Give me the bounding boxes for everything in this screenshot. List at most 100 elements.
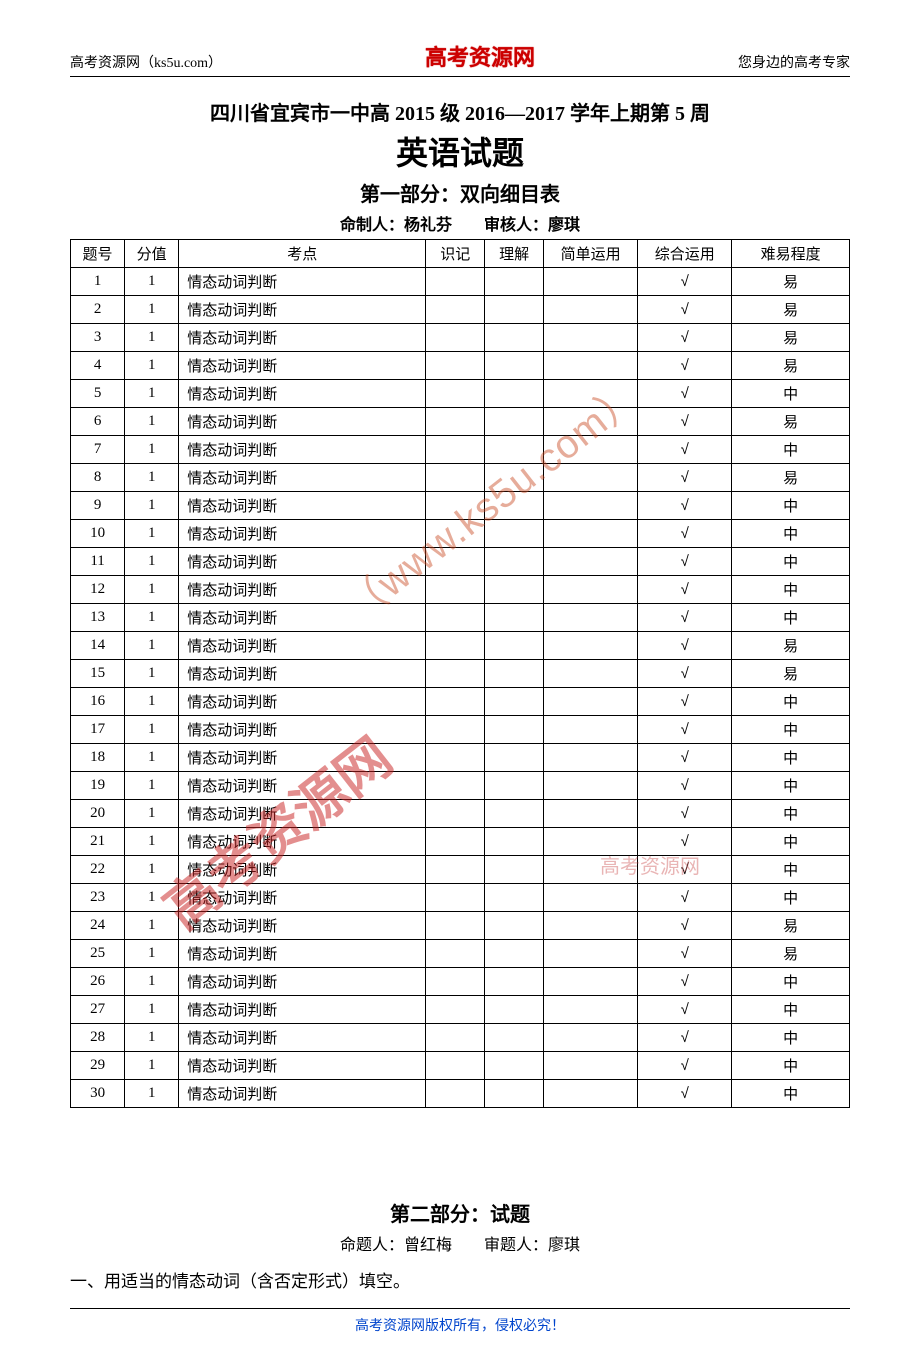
cell-simple [544,800,638,828]
cell-score: 1 [125,296,179,324]
cell-score: 1 [125,464,179,492]
cell-score: 1 [125,716,179,744]
cell-understand [485,492,544,520]
cell-simple [544,1080,638,1108]
cell-num: 4 [71,352,125,380]
cell-comprehensive: √ [638,912,732,940]
cell-simple [544,1052,638,1080]
cell-comprehensive: √ [638,436,732,464]
cell-num: 2 [71,296,125,324]
cell-simple [544,744,638,772]
table-row: 61情态动词判断√易 [71,408,850,436]
cell-difficulty: 中 [732,856,850,884]
cell-understand [485,884,544,912]
col-header-understand: 理解 [485,240,544,268]
cell-topic: 情态动词判断 [179,968,426,996]
cell-understand [485,744,544,772]
col-header-comprehensive: 综合运用 [638,240,732,268]
cell-topic: 情态动词判断 [179,492,426,520]
cell-score: 1 [125,352,179,380]
cell-num: 28 [71,1024,125,1052]
cell-score: 1 [125,324,179,352]
cell-understand [485,380,544,408]
cell-understand [485,324,544,352]
cell-num: 25 [71,940,125,968]
cell-simple [544,324,638,352]
cell-topic: 情态动词判断 [179,688,426,716]
cell-topic: 情态动词判断 [179,828,426,856]
cell-recognize [426,548,485,576]
cell-recognize [426,912,485,940]
cell-num: 13 [71,604,125,632]
cell-score: 1 [125,856,179,884]
cell-score: 1 [125,828,179,856]
cell-understand [485,716,544,744]
cell-simple [544,268,638,296]
cell-topic: 情态动词判断 [179,660,426,688]
cell-recognize [426,772,485,800]
cell-comprehensive: √ [638,1024,732,1052]
cell-score: 1 [125,968,179,996]
cell-score: 1 [125,660,179,688]
cell-topic: 情态动词判断 [179,1024,426,1052]
table-row: 201情态动词判断√中 [71,800,850,828]
cell-difficulty: 易 [732,352,850,380]
cell-simple [544,576,638,604]
cell-num: 9 [71,492,125,520]
cell-understand [485,968,544,996]
cell-recognize [426,324,485,352]
cell-difficulty: 易 [732,464,850,492]
col-header-recognize: 识记 [426,240,485,268]
cell-recognize [426,688,485,716]
cell-recognize [426,408,485,436]
cell-simple [544,296,638,324]
cell-score: 1 [125,604,179,632]
cell-comprehensive: √ [638,492,732,520]
cell-comprehensive: √ [638,1080,732,1108]
cell-simple [544,492,638,520]
cell-simple [544,548,638,576]
cell-comprehensive: √ [638,632,732,660]
cell-num: 29 [71,1052,125,1080]
cell-simple [544,520,638,548]
cell-score: 1 [125,520,179,548]
table-row: 241情态动词判断√易 [71,912,850,940]
cell-num: 20 [71,800,125,828]
cell-num: 16 [71,688,125,716]
cell-topic: 情态动词判断 [179,380,426,408]
cell-score: 1 [125,380,179,408]
cell-difficulty: 中 [732,520,850,548]
cell-difficulty: 易 [732,940,850,968]
section2-title: 第二部分：试题 [70,1198,850,1227]
cell-num: 19 [71,772,125,800]
cell-understand [485,268,544,296]
cell-topic: 情态动词判断 [179,296,426,324]
cell-difficulty: 易 [732,660,850,688]
cell-score: 1 [125,1024,179,1052]
cell-comprehensive: √ [638,268,732,296]
cell-num: 27 [71,996,125,1024]
table-header-row: 题号 分值 考点 识记 理解 简单运用 综合运用 难易程度 [71,240,850,268]
cell-score: 1 [125,268,179,296]
header-center-logo: 高考资源网 [425,40,535,72]
table-row: 161情态动词判断√中 [71,688,850,716]
cell-comprehensive: √ [638,464,732,492]
cell-difficulty: 中 [732,772,850,800]
cell-topic: 情态动词判断 [179,464,426,492]
page-header: 高考资源网（ks5u.com） 高考资源网 您身边的高考专家 [70,40,850,77]
cell-simple [544,884,638,912]
cell-understand [485,996,544,1024]
cell-difficulty: 中 [732,380,850,408]
page-footer: 高考资源网版权所有，侵权必究！ [70,1308,850,1335]
cell-understand [485,548,544,576]
cell-num: 10 [71,520,125,548]
cell-recognize [426,520,485,548]
cell-understand [485,1080,544,1108]
cell-understand [485,408,544,436]
cell-num: 22 [71,856,125,884]
cell-difficulty: 易 [732,324,850,352]
cell-recognize [426,352,485,380]
table-row: 281情态动词判断√中 [71,1024,850,1052]
col-header-difficulty: 难易程度 [732,240,850,268]
cell-score: 1 [125,408,179,436]
